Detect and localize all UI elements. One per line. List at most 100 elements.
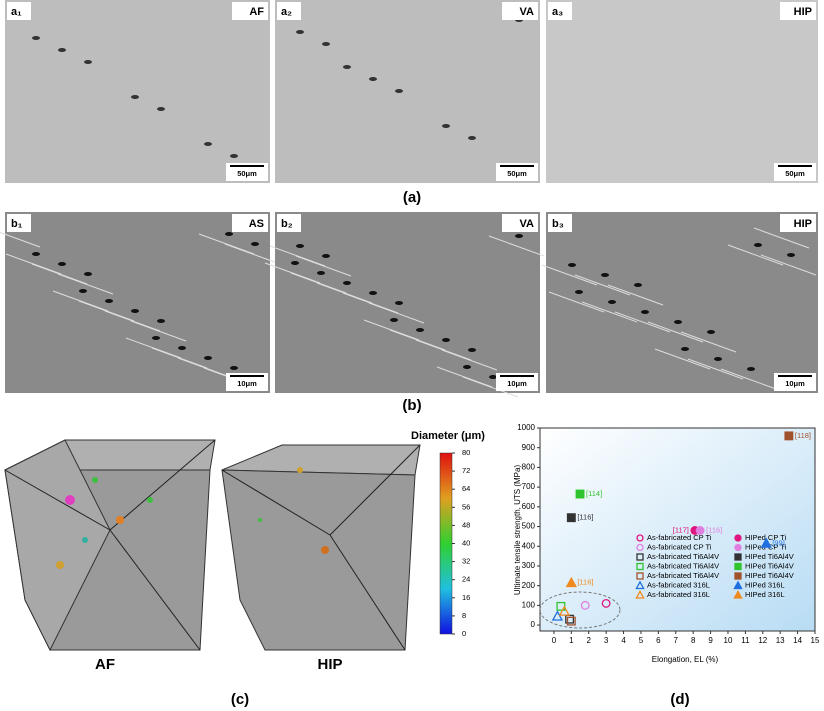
point [551,610,564,621]
pore [131,309,139,313]
scale-box [496,163,538,181]
grain-boundary [177,357,234,379]
pore [395,89,403,93]
point [635,590,645,599]
image-tag: AS [249,218,264,230]
label-box [502,214,538,232]
scale-label: 50μm [237,169,257,178]
grain-boundary [198,233,255,255]
grain-boundary [389,329,446,351]
colorbar-tick-label: 56 [462,502,470,511]
group-ellipse [539,591,621,629]
scale-box [226,163,268,181]
x-tick-label: 1 [569,636,574,645]
image-tag: HIP [794,218,812,230]
micrograph [546,0,818,183]
pore [225,232,233,236]
grain-boundary [342,292,399,314]
point [636,543,644,552]
x-tick-label: 0 [552,636,557,645]
grain-boundary [541,264,598,286]
pore [204,142,212,146]
grain-boundary [316,282,373,304]
x-tick-label: 7 [674,636,679,645]
grain-boundary [548,291,605,313]
point [566,616,576,626]
legend-label: HIPed 316L [745,580,785,589]
legend-label: HIPed Ti6Al4V [745,571,794,580]
pore [105,299,113,303]
x-tick-label: 14 [793,636,802,645]
scale-box [774,163,816,181]
y-tick-label: 400 [522,541,536,550]
caption-a: (a) [403,189,421,206]
image-tag: VA [520,218,535,230]
grain-boundary [264,262,321,284]
grain-boundary [5,253,62,275]
image-tag: AF [249,6,264,18]
image-label: b₃ [552,218,564,230]
pore [601,273,609,277]
point-label: [116] [706,525,722,534]
grain-boundary [52,290,109,312]
scale-label: 50μm [785,169,805,178]
plot-area [539,427,816,632]
grain-boundary [462,376,519,398]
micrograph [275,212,540,393]
micrograph [5,0,270,183]
grain-boundary [130,320,187,342]
grain-boundary [574,274,631,296]
point [734,553,742,561]
grain-boundary [441,349,498,371]
grain-boundary [720,368,777,390]
point-label: [116] [577,578,593,587]
pore [84,60,92,64]
point [734,562,742,571]
pore [296,30,304,34]
x-tick-label: 11 [741,636,750,645]
colorbar-tick-label: 16 [462,593,470,602]
grain-boundary [31,263,88,285]
colorbar-tick-label: 80 [462,448,470,457]
grain-boundary [0,231,41,248]
micrograph [546,212,818,393]
micrograph [275,0,540,183]
colorbar-tick-label: 24 [462,575,470,584]
legend-label: HIPed Ti6Al4V [745,552,794,561]
pore [343,65,351,69]
micrograph [5,212,270,393]
legend-label: As-fabricated CP Ti [647,533,712,542]
point [575,489,585,499]
image-label: a₃ [552,6,563,18]
point [695,526,705,535]
y-tick-label: 800 [522,463,536,472]
grain-boundary [647,321,704,343]
pore [568,263,576,267]
grain-boundary [727,244,784,266]
caption-b: (b) [402,397,421,414]
grain-boundary [151,347,208,369]
pore [608,300,616,304]
scale-label: 50μm [507,169,527,178]
x-axis-label: Elongation, EL (%) [652,655,719,664]
grain-boundary [488,235,545,257]
point-label: [114] [586,489,602,498]
pore [178,346,186,350]
point [734,543,742,552]
x-tick-label: 2 [587,636,592,645]
image-tag: HIP [794,6,812,18]
pore [369,291,377,295]
point [565,576,577,588]
y-tick-label: 600 [522,502,536,511]
caption-d: (d) [670,691,689,708]
image-label: a₂ [281,6,292,18]
point-label: [118] [795,431,811,440]
image-tag: VA [520,6,535,18]
point-label: [117] [673,525,689,534]
point [558,605,571,616]
pore [369,77,377,81]
pore [787,253,795,257]
y-tick-label: 1000 [517,423,535,432]
colorbar-tick-label: 48 [462,520,470,529]
legend-label: As-fabricated 316L [647,580,710,589]
